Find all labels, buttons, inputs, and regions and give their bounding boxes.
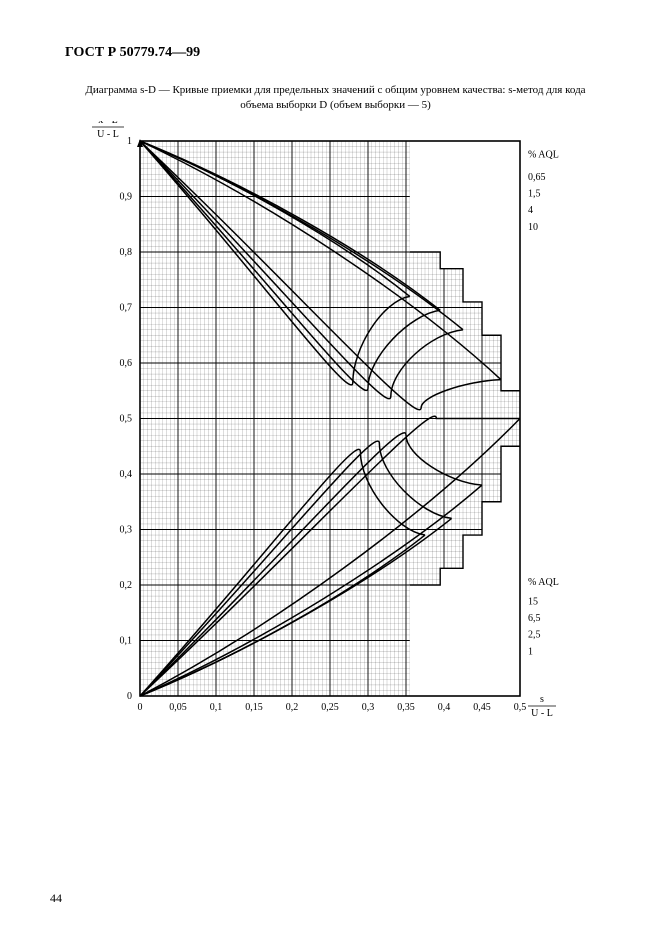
svg-text:U - L: U - L — [531, 708, 553, 719]
acceptance-chart: 0 0,05 0,1 0,15 0,2 0,25 0,3 0,35 0,4 0,45 0,5 0 0,1… — [85, 121, 606, 746]
svg-text:1: 1 — [127, 136, 132, 147]
svg-text:0,1: 0,1 — [210, 702, 223, 713]
svg-text:0: 0 — [138, 702, 143, 713]
svg-text:0,3: 0,3 — [120, 524, 133, 535]
svg-text:0,4: 0,4 — [120, 469, 133, 480]
svg-text:0,7: 0,7 — [120, 302, 133, 313]
svg-text:15: 15 — [528, 596, 538, 607]
svg-text:0,2: 0,2 — [120, 580, 133, 591]
svg-text:10: 10 — [528, 221, 538, 232]
svg-text:0,5: 0,5 — [120, 413, 133, 424]
caption-line-2: объема выборки D (объем выборки — 5) — [240, 99, 431, 111]
svg-text:0,35: 0,35 — [397, 702, 415, 713]
caption-line-1: Диаграмма s-D — Кривые приемки для преде… — [85, 84, 585, 96]
svg-text:% AQL: % AQL — [528, 149, 559, 160]
chart-caption: Диаграмма s-D — Кривые приемки для преде… — [76, 83, 596, 113]
svg-text:0,6: 0,6 — [120, 358, 133, 369]
svg-text:0,1: 0,1 — [120, 635, 133, 646]
svg-text:x̄ - L: x̄ - L — [98, 121, 117, 126]
svg-text:0,5: 0,5 — [514, 702, 527, 713]
svg-text:0,4: 0,4 — [438, 702, 451, 713]
svg-text:s: s — [540, 694, 544, 705]
svg-text:0,3: 0,3 — [362, 702, 375, 713]
svg-text:0,25: 0,25 — [321, 702, 339, 713]
page-number: 44 — [50, 891, 62, 906]
chart-svg: 0 0,05 0,1 0,15 0,2 0,25 0,3 0,35 0,4 0,45 0,5 0 0,1… — [85, 121, 575, 741]
svg-text:0,2: 0,2 — [286, 702, 299, 713]
svg-text:4: 4 — [528, 205, 533, 216]
svg-text:U - L: U - L — [97, 129, 119, 140]
svg-text:6,5: 6,5 — [528, 613, 541, 624]
svg-text:% AQL: % AQL — [528, 577, 559, 588]
doc-header: ГОСТ Р 50779.74—99 — [65, 45, 606, 61]
svg-text:0,15: 0,15 — [245, 702, 263, 713]
svg-text:0: 0 — [127, 691, 132, 702]
svg-text:1,5: 1,5 — [528, 188, 541, 199]
svg-text:0,9: 0,9 — [120, 191, 133, 202]
svg-text:0,45: 0,45 — [473, 702, 491, 713]
svg-text:0,8: 0,8 — [120, 247, 133, 258]
svg-text:2,5: 2,5 — [528, 629, 541, 640]
svg-text:1: 1 — [528, 646, 533, 657]
svg-text:0,05: 0,05 — [169, 702, 187, 713]
svg-text:0,65: 0,65 — [528, 172, 546, 183]
